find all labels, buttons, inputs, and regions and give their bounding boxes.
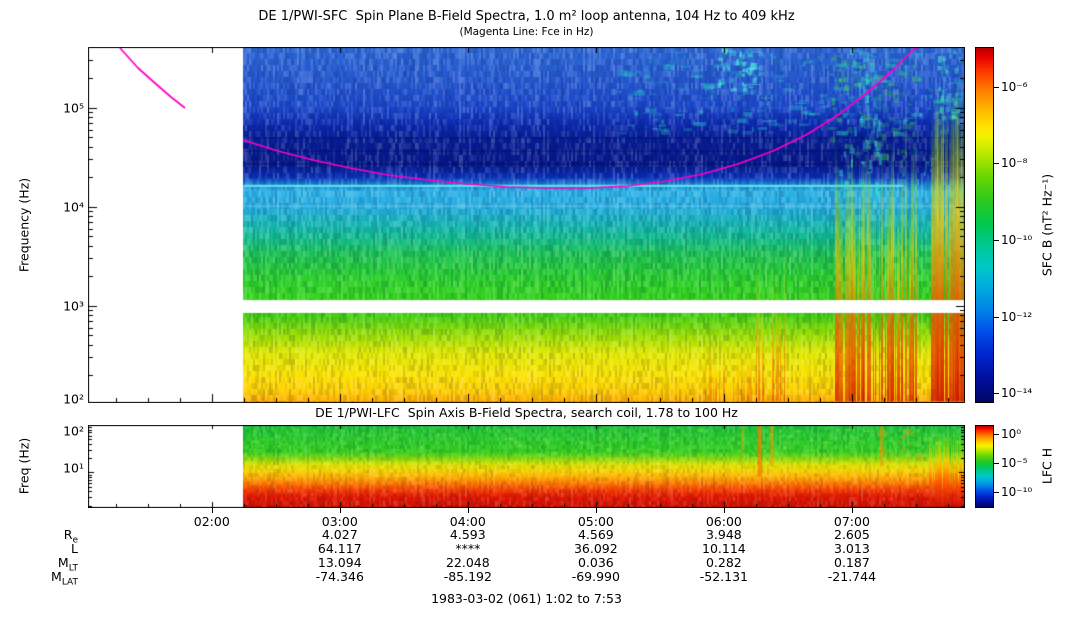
ephemeris-value: 3.948 [705, 527, 742, 542]
sfc-colorbar [975, 47, 994, 403]
ephemeris-value: 10.114 [702, 541, 746, 556]
ephemeris-row-label-sub: LT [68, 563, 78, 574]
time-range-footer: 1983-03-02 (061) 1:02 to 7:53 [431, 591, 622, 606]
ephemeris-row-label: L [71, 541, 78, 556]
sfc-colorbar-tick-mark [994, 163, 999, 165]
ephemeris-value: 13.094 [317, 555, 362, 570]
lfc-spectrogram-canvas [88, 425, 965, 508]
ephemeris-value: -69.990 [571, 569, 620, 584]
ephemeris-row-label-sub: e [72, 535, 78, 546]
sfc-colorbar-tick-label: 10⁻¹⁰ [1001, 232, 1033, 247]
time-tick-label: 03:00 [321, 514, 358, 529]
lfc-y-tick-label: 10² [63, 423, 84, 439]
sfc-colorbar-tick-label: 10⁻⁶ [1001, 79, 1028, 94]
sfc-colorbar-tick-label: 10⁻¹² [1001, 309, 1033, 324]
ephemeris-value: -85.192 [443, 569, 492, 584]
lfc-colorbar-tick-label: 10⁰ [1001, 426, 1022, 441]
time-tick-mark [595, 508, 597, 513]
sfc-colorbar-tick-mark [994, 86, 999, 88]
lfc-y-tick-label: 10¹ [63, 460, 84, 476]
lfc-title: DE 1/PWI-LFC Spin Axis B-Field Spectra, … [315, 405, 738, 420]
ephemeris-value: 0.187 [834, 555, 870, 570]
sfc-colorbar-tick-mark [994, 239, 999, 241]
lfc-colorbar-label: LFC H [1039, 447, 1055, 485]
time-tick-label: 05:00 [577, 514, 614, 529]
sfc-colorbar-tick-mark [994, 393, 999, 395]
ephemeris-value: 0.282 [705, 555, 742, 570]
lfc-y-axis-label: Freq (Hz) [16, 437, 32, 495]
sfc-y-axis-label: Frequency (Hz) [16, 177, 32, 273]
sfc-y-tick-label: 10³ [63, 298, 84, 314]
ephemeris-value: 4.569 [577, 527, 614, 542]
ephemeris-row-label-sub: LAT [61, 577, 78, 588]
sfc-colorbar-tick-label: 10⁻¹⁴ [1001, 386, 1033, 401]
sfc-title: DE 1/PWI-SFC Spin Plane B-Field Spectra,… [258, 9, 795, 24]
sfc-colorbar-label: SFC B (nT² Hz⁻¹) [1039, 173, 1055, 277]
lfc-colorbar-tick-label: 10⁻¹⁰ [1001, 484, 1033, 499]
time-tick-label: 04:00 [449, 514, 486, 529]
sfc-colorbar-tick-label: 10⁻⁸ [1001, 156, 1028, 171]
time-tick-mark [339, 508, 341, 513]
ephemeris-row-label: Re [63, 527, 78, 546]
time-tick-mark [851, 508, 853, 513]
ephemeris-value: 4.027 [321, 527, 358, 542]
sfc-spectrogram-canvas [88, 47, 965, 403]
ephemeris-value: 2.605 [834, 527, 870, 542]
time-tick-mark [723, 508, 725, 513]
time-tick-mark [467, 508, 469, 513]
ephemeris-value: 0.036 [577, 555, 614, 570]
ephemeris-value: -52.131 [699, 569, 748, 584]
lfc-colorbar-tick-mark [994, 463, 999, 464]
sfc-subtitle: (Magenta Line: Fce in Hz) [459, 26, 594, 38]
ephemeris-value: 3.013 [834, 541, 870, 556]
time-tick-label: 02:00 [193, 514, 230, 529]
ephemeris-value: 64.117 [317, 541, 362, 556]
ephemeris-value: 4.593 [449, 527, 486, 542]
lfc-colorbar-tick-mark [994, 433, 999, 435]
time-tick-label: 06:00 [705, 514, 742, 529]
ephemeris-row-label: MLAT [51, 569, 78, 588]
ephemeris-value: -74.346 [315, 569, 364, 584]
ephemeris-value: 22.048 [445, 555, 490, 570]
time-tick-mark [211, 508, 213, 513]
ephemeris-value: -21.744 [827, 569, 877, 584]
time-tick-label: 07:00 [833, 514, 870, 529]
lfc-colorbar [975, 425, 994, 508]
ephemeris-row-label: MLT [57, 555, 78, 574]
sfc-y-tick-label: 10⁵ [63, 100, 84, 116]
ephemeris-value: **** [455, 541, 481, 556]
sfc-y-tick-label: 10⁴ [63, 199, 84, 215]
sfc-y-tick-label: 10² [63, 391, 84, 407]
ephemeris-value: 36.092 [573, 541, 618, 556]
lfc-colorbar-tick-mark [994, 491, 999, 493]
sfc-colorbar-tick-mark [994, 316, 999, 318]
lfc-colorbar-tick-label: 10⁻⁵ [1001, 456, 1028, 470]
